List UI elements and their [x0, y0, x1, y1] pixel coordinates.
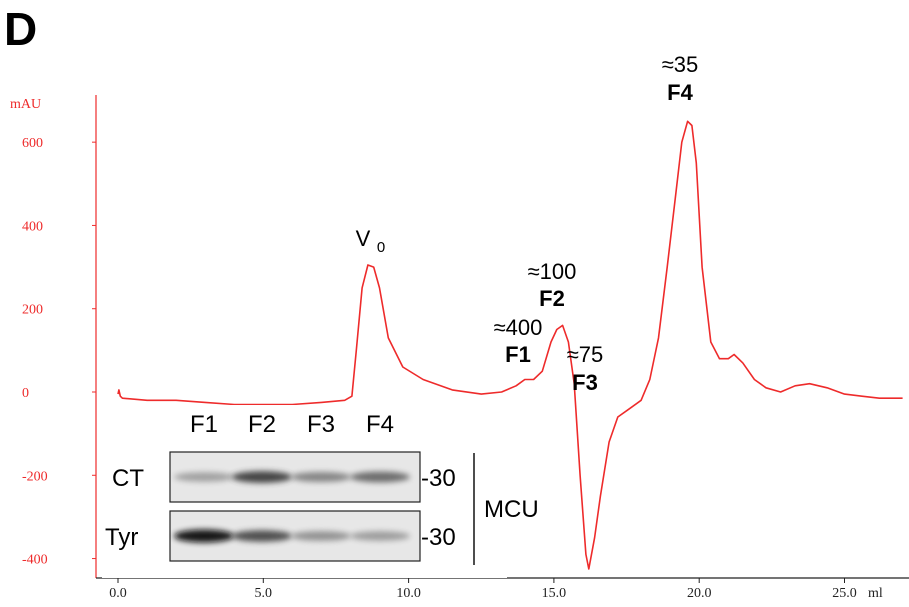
panel-letter: D	[4, 3, 38, 55]
fraction-label: F2	[248, 411, 276, 438]
x-axis-unit: ml	[868, 586, 883, 601]
blot-row-label: CT	[112, 465, 144, 492]
y-tick-label: -400	[22, 553, 48, 568]
blot-band	[174, 529, 234, 543]
y-tick-label: 200	[22, 303, 43, 318]
annotation-fraction: F1	[505, 342, 531, 367]
mw-marker: -30	[421, 465, 456, 492]
blot-band	[350, 471, 410, 483]
protein-label: MCU	[484, 496, 539, 523]
x-ticks: 0.0 5.0 10.0 15.0 20.0 25.0	[109, 578, 857, 601]
blot-band	[232, 530, 292, 542]
y-ticks: 600 400 200 0 -200 -400	[22, 136, 96, 568]
x-tick-label: 5.0	[255, 586, 273, 601]
annotation-label: V	[356, 226, 371, 251]
western-blot-inset: F1 F2 F3 F4 CT -30 Tyr -30 MCU	[102, 405, 539, 578]
fraction-label: F1	[190, 411, 218, 438]
y-tick-label: -200	[22, 469, 48, 484]
annotation-fraction: F4	[667, 80, 693, 105]
fraction-label: F4	[366, 411, 394, 438]
annotation-fraction: F2	[539, 286, 565, 311]
x-tick-label: 15.0	[542, 586, 567, 601]
annotation-label: ≈35	[662, 52, 699, 77]
annotation-label: ≈100	[528, 259, 577, 284]
y-tick-label: 600	[22, 136, 43, 151]
x-tick-label: 10.0	[396, 586, 421, 601]
y-tick-label: 400	[22, 219, 43, 234]
blot-band	[291, 471, 351, 483]
x-tick-label: 0.0	[109, 586, 127, 601]
annotation-label: ≈400	[494, 315, 543, 340]
blot-band	[350, 531, 410, 541]
fraction-label: F3	[307, 411, 335, 438]
blot-band	[291, 531, 351, 541]
trace-series	[117, 120, 903, 570]
y-axis-title: mAU	[10, 97, 41, 112]
annotation-label: ≈75	[567, 342, 604, 367]
x-tick-label: 20.0	[687, 586, 712, 601]
blot-row-label: Tyr	[105, 524, 138, 551]
blot-band	[174, 472, 234, 482]
mw-marker: -30	[421, 524, 456, 551]
annotation-subscript: 0	[377, 239, 385, 256]
trace-line	[117, 120, 903, 570]
y-tick-label: 0	[22, 386, 29, 401]
blot-band	[232, 471, 292, 483]
annotation-fraction: F3	[572, 370, 598, 395]
x-tick-label: 25.0	[832, 586, 857, 601]
